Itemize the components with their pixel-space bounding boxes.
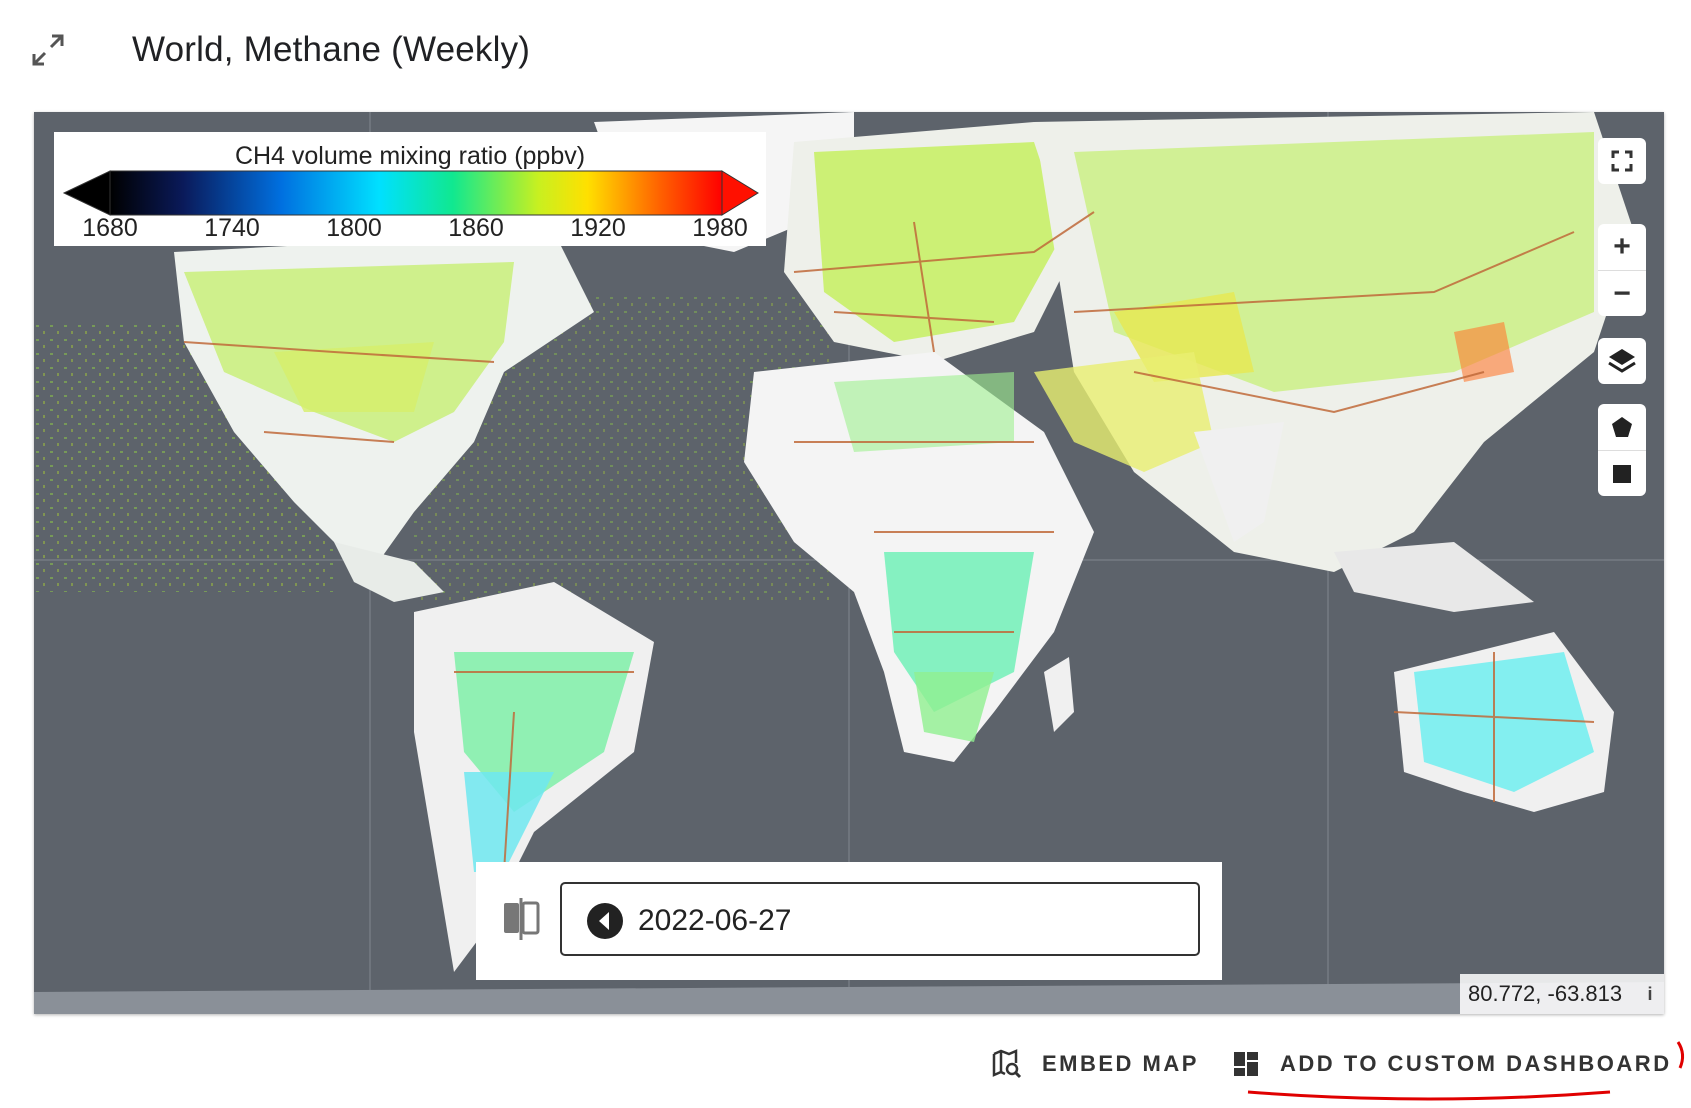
color-legend: CH4 volume mixing ratio (ppbv) xyxy=(54,132,766,246)
legend-tick: 1800 xyxy=(326,214,382,242)
coordinate-readout: 80.772, -63.813 i xyxy=(1460,974,1664,1014)
legend-tick: 1680 xyxy=(82,214,138,242)
add-to-dashboard-button[interactable]: ADD TO CUSTOM DASHBOARD xyxy=(1232,1038,1672,1090)
embed-map-label: EMBED MAP xyxy=(1042,1051,1199,1076)
legend-tick: 1920 xyxy=(570,214,626,242)
chevron-left-circle-icon[interactable] xyxy=(586,902,624,940)
info-icon[interactable]: i xyxy=(1647,983,1653,1004)
embed-map-button[interactable]: EMBED MAP xyxy=(992,1038,1199,1090)
add-to-dashboard-label: ADD TO CUSTOM DASHBOARD xyxy=(1280,1051,1672,1076)
red-underline-annotation xyxy=(1247,1090,1611,1101)
coordinate-value: 80.772, -63.813 xyxy=(1468,981,1623,1006)
legend-ticks: 1680 1740 1800 1860 1920 1980 xyxy=(54,214,766,244)
layers-icon[interactable] xyxy=(1598,338,1646,384)
legend-tick: 1980 xyxy=(692,214,748,242)
basemap xyxy=(34,112,1664,1014)
polygon-draw-icon[interactable] xyxy=(1598,404,1646,450)
legend-tick: 1740 xyxy=(204,214,260,242)
expand-icon[interactable] xyxy=(28,30,68,70)
legend-colorbar xyxy=(62,170,759,216)
legend-tick: 1860 xyxy=(448,214,504,242)
header: World, Methane (Weekly) xyxy=(0,0,1691,108)
red-arc-annotation xyxy=(1676,1041,1685,1069)
dashboard-icon xyxy=(1234,1052,1258,1076)
legend-title: CH4 volume mixing ratio (ppbv) xyxy=(234,142,586,170)
map-view[interactable]: CH4 volume mixing ratio (ppbv) xyxy=(34,112,1664,1014)
zoom-in-button[interactable]: + xyxy=(1598,224,1646,270)
date-selector[interactable]: 2022-06-27 xyxy=(560,882,1200,956)
time-control: 2022-06-27 xyxy=(476,862,1222,980)
zoom-out-button[interactable]: − xyxy=(1598,270,1646,316)
fullscreen-icon[interactable] xyxy=(1598,138,1646,184)
page-title: World, Methane (Weekly) xyxy=(132,30,531,69)
action-bar: EMBED MAP ADD TO CUSTOM DASHBOARD xyxy=(0,1038,1691,1090)
date-value: 2022-06-27 xyxy=(638,904,792,937)
map-search-icon xyxy=(992,1049,1022,1079)
compare-split-icon[interactable] xyxy=(496,894,546,944)
rectangle-draw-icon[interactable] xyxy=(1598,450,1646,496)
